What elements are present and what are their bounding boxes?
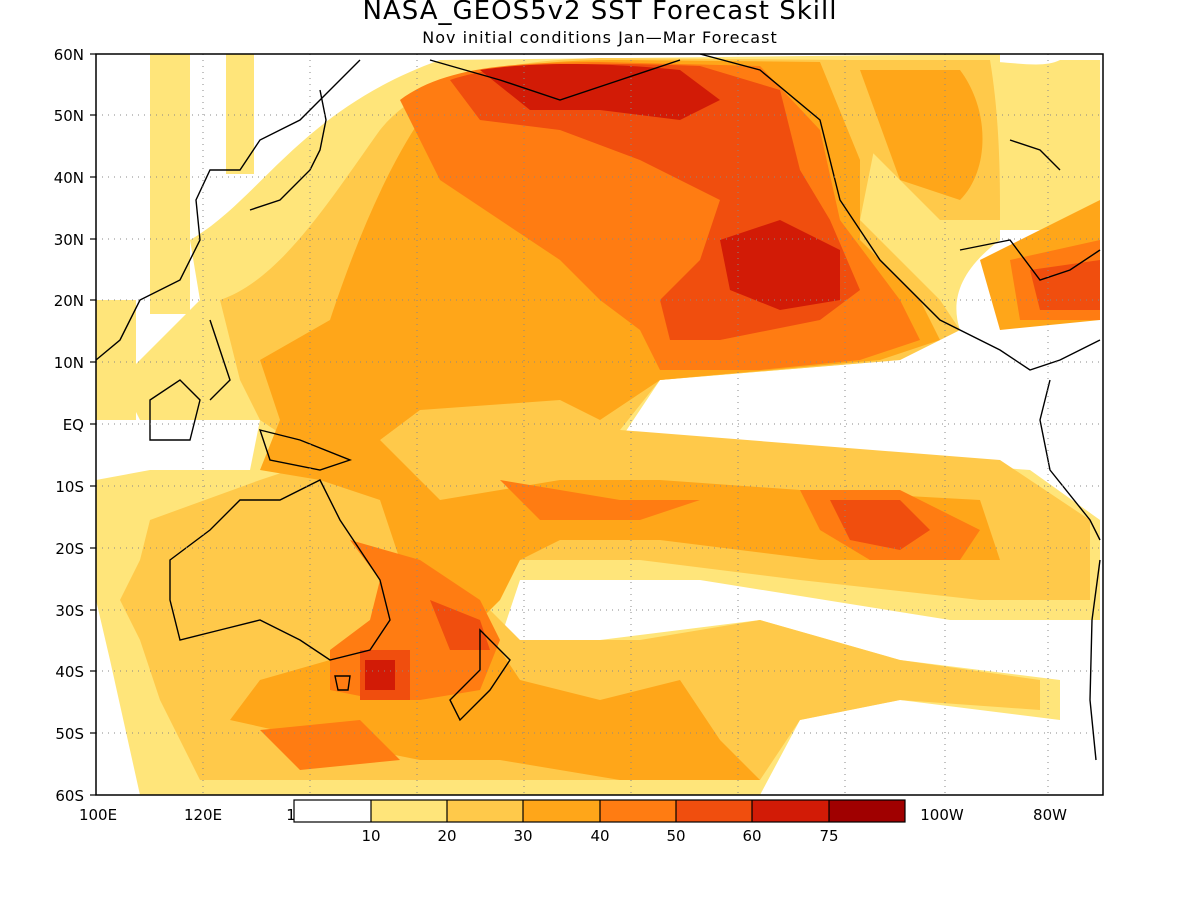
map-title: NASA_GEOS5v2 SST Forecast Skill <box>362 0 838 26</box>
colorbar-swatch <box>523 800 600 822</box>
coast-north-america <box>699 54 1101 371</box>
lat-label: 50S <box>55 725 84 743</box>
colorbar-label: 75 <box>819 827 838 845</box>
lon-label: 120E <box>184 806 222 824</box>
colorbar-label: 10 <box>361 827 380 845</box>
colorbar-label: 20 <box>437 827 456 845</box>
lat-labels: 60N 50N 40N 30N 20N 10N EQ 10S 20S 30S 4… <box>54 46 84 805</box>
lat-label: 10S <box>55 478 84 496</box>
coast-philippines <box>209 319 231 401</box>
lat-label: 20N <box>54 292 84 310</box>
skill-shading <box>96 54 1100 795</box>
colorbar: 10 20 30 40 50 60 75 <box>293 799 906 845</box>
coast-borneo <box>149 379 201 441</box>
lat-label: 30S <box>55 602 84 620</box>
coast-gulf <box>959 239 1101 281</box>
lat-label: EQ <box>63 416 84 434</box>
coast-new-guinea <box>258 429 353 471</box>
lat-label: 30N <box>54 231 84 249</box>
lat-tick-marks <box>90 53 96 796</box>
lon-label: 100E <box>79 806 117 824</box>
coast-asia <box>96 59 361 361</box>
lat-label: 10N <box>54 354 84 372</box>
coast-south-america <box>1039 379 1101 541</box>
lat-label: 40S <box>55 663 84 681</box>
lat-label: 20S <box>55 540 84 558</box>
lat-label: 40N <box>54 169 84 187</box>
lat-label: 60S <box>55 787 84 805</box>
colorbar-label: 40 <box>590 827 609 845</box>
lon-labels: 100E 120E 1 100W 80W <box>79 806 1067 824</box>
colorbar-swatch <box>447 800 523 822</box>
colorbar-swatch <box>752 800 829 822</box>
coast-new-zealand <box>449 628 511 722</box>
lon-label: 100W <box>920 806 964 824</box>
coast-tasmania <box>334 675 351 691</box>
colorbar-label: 60 <box>742 827 761 845</box>
lon-label: 1 <box>286 806 296 824</box>
coast-australia <box>169 479 391 661</box>
lat-label: 50N <box>54 107 84 125</box>
lat-label: 60N <box>54 46 84 64</box>
colorbar-swatch <box>829 800 905 822</box>
colorbar-swatch <box>371 800 447 822</box>
coast-great-lakes <box>1009 139 1061 171</box>
map-subtitle: Nov initial conditions Jan—Mar Forecast <box>422 28 778 47</box>
skill-level-60 <box>365 64 840 690</box>
coastlines <box>96 54 1101 761</box>
colorbar-swatch <box>600 800 676 822</box>
colorbar-label: 30 <box>513 827 532 845</box>
colorbar-label: 50 <box>666 827 685 845</box>
colorbar-swatch <box>294 800 371 822</box>
colorbar-swatch <box>676 800 752 822</box>
coast-chile <box>1089 559 1101 761</box>
coast-alaska <box>429 59 681 101</box>
lon-label: 80W <box>1033 806 1067 824</box>
